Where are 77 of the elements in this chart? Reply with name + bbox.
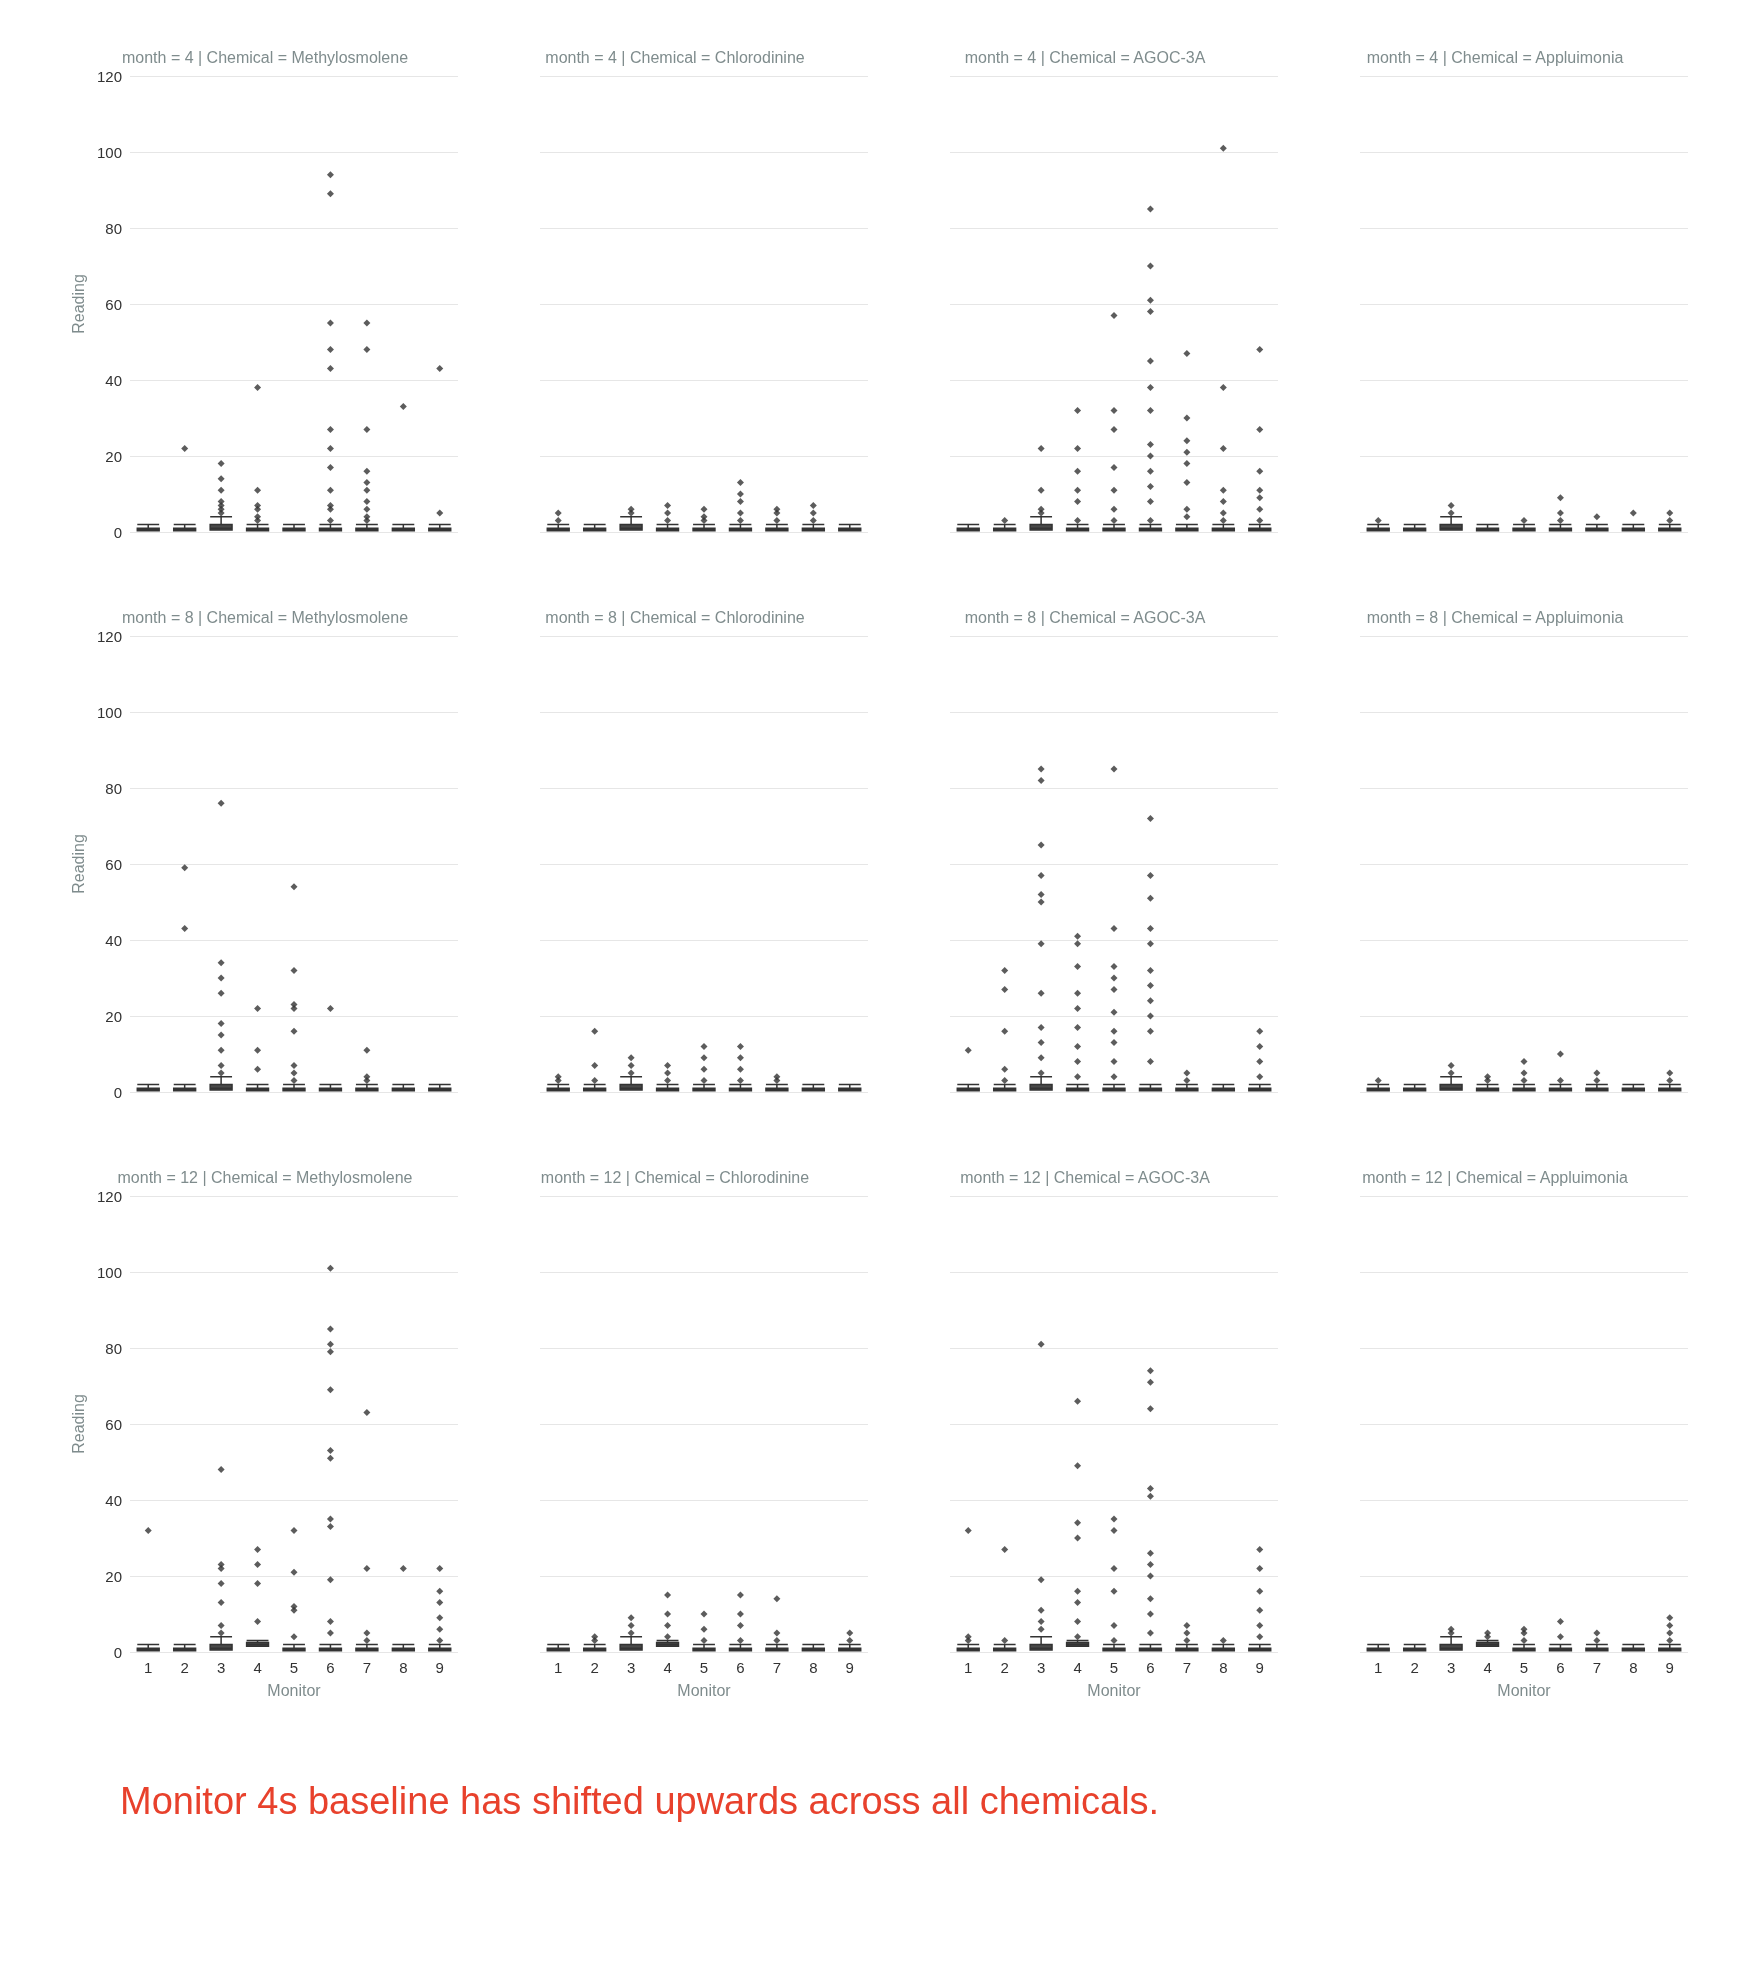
- x-tick-label: 6: [326, 1659, 335, 1676]
- chart-title: month = 8 | Chemical = Chlorodinine: [545, 608, 805, 626]
- y-tick-label: 80: [105, 219, 122, 237]
- x-tick-label: 4: [663, 1659, 672, 1676]
- y-axis-title: Reading: [69, 274, 87, 334]
- y-tick-label: 40: [105, 1491, 122, 1509]
- y-tick-label: 100: [96, 1263, 122, 1281]
- x-tick-label: 2: [180, 1659, 189, 1676]
- chart-title: month = 4 | Chemical = Methylosmolene: [121, 48, 409, 66]
- x-tick-label: 8: [809, 1659, 818, 1676]
- y-tick-label: 120: [96, 67, 122, 85]
- x-tick-label: 8: [399, 1659, 408, 1676]
- x-axis-title: Monitor: [677, 1681, 732, 1699]
- x-tick-label: 9: [435, 1659, 444, 1676]
- chart-title: month = 4 | Chemical = Appluimonia: [1366, 48, 1624, 66]
- chart-title: month = 12 | Chemical = AGOC-3A: [960, 1168, 1211, 1186]
- x-tick-label: 7: [1182, 1659, 1192, 1676]
- x-axis-title: Monitor: [267, 1681, 322, 1699]
- y-tick-label: 100: [96, 143, 122, 161]
- y-tick-label: 60: [105, 855, 122, 873]
- chart-title: month = 12 | Chemical = Methylosmolene: [117, 1168, 413, 1186]
- y-tick-label: 40: [105, 371, 122, 389]
- y-tick-label: 120: [96, 627, 122, 645]
- y-tick-label: 100: [96, 703, 122, 721]
- x-tick-label: 9: [845, 1659, 854, 1676]
- y-tick-label: 60: [105, 1415, 122, 1433]
- x-tick-label: 2: [1410, 1659, 1419, 1676]
- y-tick-label: 60: [105, 295, 122, 313]
- x-tick-label: 8: [1219, 1659, 1228, 1676]
- x-tick-label: 8: [1629, 1659, 1638, 1676]
- chart-title: month = 4 | Chemical = Chlorodinine: [545, 48, 805, 66]
- y-axis-title: Reading: [69, 1394, 87, 1454]
- x-tick-label: 2: [590, 1659, 599, 1676]
- x-tick-label: 5: [1109, 1659, 1119, 1676]
- x-tick-label: 6: [736, 1659, 745, 1676]
- x-tick-label: 5: [699, 1659, 709, 1676]
- x-tick-label: 6: [1146, 1659, 1155, 1676]
- x-tick-label: 7: [362, 1659, 372, 1676]
- x-tick-label: 7: [772, 1659, 782, 1676]
- x-axis-title: Monitor: [1087, 1681, 1142, 1699]
- y-tick-label: 40: [105, 931, 122, 949]
- chart-title: month = 8 | Chemical = AGOC-3A: [964, 608, 1206, 626]
- chart-title: month = 12 | Chemical = Chlorodinine: [540, 1168, 810, 1186]
- y-tick-label: 0: [113, 1083, 122, 1101]
- y-tick-label: 0: [113, 523, 122, 541]
- y-tick-label: 20: [105, 447, 122, 465]
- x-tick-label: 5: [1519, 1659, 1529, 1676]
- x-tick-label: 3: [626, 1659, 636, 1676]
- x-tick-label: 3: [216, 1659, 226, 1676]
- x-tick-label: 7: [1592, 1659, 1602, 1676]
- x-tick-label: 5: [289, 1659, 299, 1676]
- y-axis-title: Reading: [69, 834, 87, 894]
- x-tick-label: 1: [964, 1659, 973, 1676]
- x-tick-label: 2: [1000, 1659, 1009, 1676]
- x-tick-label: 4: [1073, 1659, 1082, 1676]
- x-axis-title: Monitor: [1497, 1681, 1552, 1699]
- chart-title: month = 12 | Chemical = Appluimonia: [1362, 1168, 1628, 1186]
- x-tick-label: 3: [1446, 1659, 1456, 1676]
- text: Monitor 4s baseline has shifted upwards across all chemicals.: [120, 1780, 1160, 1823]
- y-tick-label: 120: [96, 1187, 122, 1205]
- x-tick-label: 4: [253, 1659, 262, 1676]
- x-tick-label: 1: [144, 1659, 153, 1676]
- y-tick-label: 20: [105, 1567, 122, 1585]
- x-tick-label: 6: [1556, 1659, 1565, 1676]
- y-tick-label: 80: [105, 1339, 122, 1357]
- x-tick-label: 9: [1665, 1659, 1674, 1676]
- x-tick-label: 1: [554, 1659, 563, 1676]
- y-tick-label: 0: [113, 1643, 122, 1661]
- y-tick-label: 80: [105, 779, 122, 797]
- chart-title: month = 4 | Chemical = AGOC-3A: [964, 48, 1206, 66]
- chart-title: month = 8 | Chemical = Methylosmolene: [121, 608, 409, 626]
- x-tick-label: 9: [1255, 1659, 1264, 1676]
- chart-title: month = 8 | Chemical = Appluimonia: [1366, 608, 1624, 626]
- y-tick-label: 20: [105, 1007, 122, 1025]
- x-tick-label: 4: [1483, 1659, 1492, 1676]
- x-tick-label: 1: [1374, 1659, 1383, 1676]
- x-tick-label: 3: [1036, 1659, 1046, 1676]
